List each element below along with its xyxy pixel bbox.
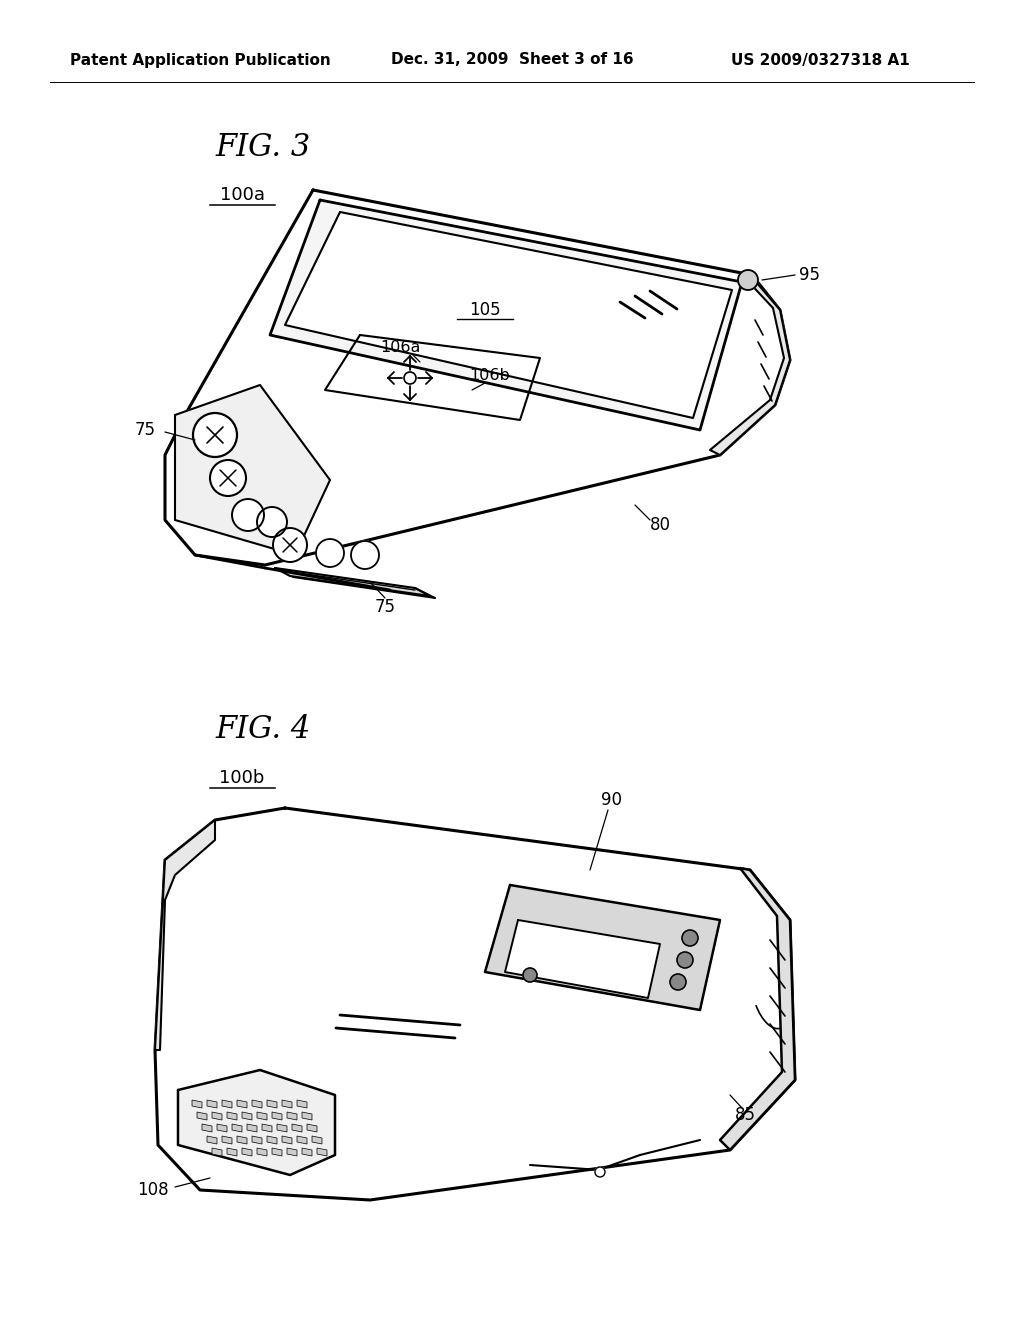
Polygon shape bbox=[282, 1100, 292, 1107]
Text: 100b: 100b bbox=[219, 770, 264, 787]
Polygon shape bbox=[212, 1111, 222, 1119]
Polygon shape bbox=[227, 1111, 237, 1119]
Text: Dec. 31, 2009  Sheet 3 of 16: Dec. 31, 2009 Sheet 3 of 16 bbox=[391, 53, 633, 67]
Polygon shape bbox=[287, 1111, 297, 1119]
Polygon shape bbox=[282, 1137, 292, 1144]
Polygon shape bbox=[207, 1100, 217, 1107]
Circle shape bbox=[257, 507, 287, 537]
Polygon shape bbox=[242, 1111, 252, 1119]
Circle shape bbox=[682, 931, 698, 946]
Circle shape bbox=[351, 541, 379, 569]
Polygon shape bbox=[193, 1100, 202, 1107]
Text: FIG. 3: FIG. 3 bbox=[215, 132, 310, 164]
Polygon shape bbox=[272, 1111, 282, 1119]
Polygon shape bbox=[232, 1125, 242, 1133]
Polygon shape bbox=[252, 1100, 262, 1107]
Polygon shape bbox=[307, 1125, 317, 1133]
Text: 80: 80 bbox=[649, 516, 671, 535]
Polygon shape bbox=[178, 1071, 335, 1175]
Polygon shape bbox=[297, 1137, 307, 1144]
Polygon shape bbox=[257, 1148, 267, 1156]
Polygon shape bbox=[302, 1148, 312, 1156]
Circle shape bbox=[193, 413, 237, 457]
Text: 106b: 106b bbox=[470, 367, 510, 383]
Polygon shape bbox=[270, 201, 742, 430]
Polygon shape bbox=[212, 1148, 222, 1156]
Polygon shape bbox=[222, 1100, 232, 1107]
Polygon shape bbox=[297, 1100, 307, 1107]
Circle shape bbox=[273, 528, 307, 562]
Text: 75: 75 bbox=[375, 598, 395, 616]
Polygon shape bbox=[267, 1137, 278, 1144]
Circle shape bbox=[677, 952, 693, 968]
Circle shape bbox=[404, 372, 416, 384]
Circle shape bbox=[316, 539, 344, 568]
Polygon shape bbox=[155, 820, 215, 1049]
Polygon shape bbox=[292, 1125, 302, 1133]
Circle shape bbox=[595, 1167, 605, 1177]
Polygon shape bbox=[242, 1148, 252, 1156]
Polygon shape bbox=[222, 1137, 232, 1144]
Polygon shape bbox=[217, 1125, 227, 1133]
Polygon shape bbox=[202, 1125, 212, 1133]
Polygon shape bbox=[312, 1137, 322, 1144]
Circle shape bbox=[210, 459, 246, 496]
Polygon shape bbox=[505, 920, 660, 998]
Polygon shape bbox=[247, 1125, 257, 1133]
Circle shape bbox=[738, 271, 758, 290]
Polygon shape bbox=[278, 1125, 287, 1133]
Circle shape bbox=[670, 974, 686, 990]
Text: 100a: 100a bbox=[219, 186, 264, 205]
Polygon shape bbox=[237, 1100, 247, 1107]
Polygon shape bbox=[262, 1125, 272, 1133]
Polygon shape bbox=[275, 568, 430, 597]
Polygon shape bbox=[155, 808, 795, 1200]
Polygon shape bbox=[207, 1137, 217, 1144]
Text: 85: 85 bbox=[734, 1106, 756, 1125]
Text: 105: 105 bbox=[469, 301, 501, 319]
Text: 106a: 106a bbox=[380, 341, 420, 355]
Polygon shape bbox=[252, 1137, 262, 1144]
Text: US 2009/0327318 A1: US 2009/0327318 A1 bbox=[731, 53, 909, 67]
Polygon shape bbox=[197, 1111, 207, 1119]
Text: 95: 95 bbox=[800, 267, 820, 284]
Circle shape bbox=[232, 499, 264, 531]
Polygon shape bbox=[272, 1148, 282, 1156]
Text: 75: 75 bbox=[134, 421, 156, 440]
Text: FIG. 4: FIG. 4 bbox=[215, 714, 310, 746]
Text: 90: 90 bbox=[601, 791, 623, 809]
Polygon shape bbox=[720, 869, 795, 1150]
Polygon shape bbox=[165, 190, 790, 565]
Polygon shape bbox=[175, 385, 330, 554]
Text: Patent Application Publication: Patent Application Publication bbox=[70, 53, 331, 67]
Polygon shape bbox=[237, 1137, 247, 1144]
Polygon shape bbox=[257, 1111, 267, 1119]
Polygon shape bbox=[710, 275, 790, 455]
Polygon shape bbox=[485, 884, 720, 1010]
Polygon shape bbox=[287, 1148, 297, 1156]
Polygon shape bbox=[317, 1148, 327, 1156]
Polygon shape bbox=[227, 1148, 237, 1156]
Polygon shape bbox=[267, 1100, 278, 1107]
Circle shape bbox=[523, 968, 537, 982]
Text: 108: 108 bbox=[137, 1181, 169, 1199]
Polygon shape bbox=[302, 1111, 312, 1119]
Polygon shape bbox=[285, 213, 732, 418]
